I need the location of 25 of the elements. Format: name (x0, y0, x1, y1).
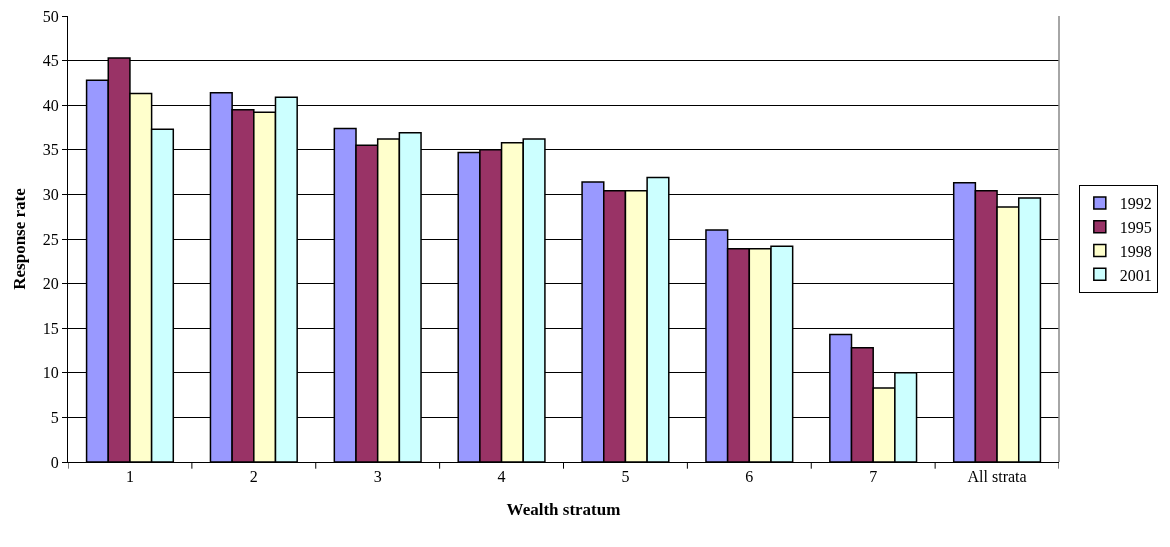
x-tick-label: 5 (621, 468, 630, 486)
y-axis-title: Response rate (10, 187, 30, 290)
y-tick-label: 45 (42, 52, 59, 70)
legend-label: 1992 (1119, 195, 1152, 213)
y-tick-label: 20 (42, 275, 59, 293)
y-tick-label: 0 (50, 453, 59, 471)
y-tick-label: 30 (42, 186, 59, 203)
x-axis-title: Wealth stratum (506, 499, 621, 519)
x-tick-label: 1 (125, 468, 134, 486)
legend-label: 1995 (1119, 218, 1152, 236)
x-tick-label: 4 (497, 468, 506, 486)
x-tick-label: 3 (373, 468, 382, 486)
y-tick-label: 35 (42, 141, 59, 159)
y-tick-label: 5 (50, 409, 59, 426)
legend-label: 2001 (1119, 266, 1152, 284)
y-tick-label: 15 (42, 319, 59, 337)
y-tick-label: 25 (42, 230, 59, 248)
legend-label: 1998 (1119, 242, 1152, 260)
x-tick-label: 2 (249, 468, 258, 486)
y-tick-label: 10 (42, 364, 59, 382)
y-tick-label: 40 (42, 96, 59, 114)
x-tick-label: 6 (745, 468, 754, 486)
x-tick-label: All strata (967, 468, 1027, 486)
y-tick-label: 50 (42, 7, 59, 25)
x-tick-label: 7 (869, 468, 878, 486)
